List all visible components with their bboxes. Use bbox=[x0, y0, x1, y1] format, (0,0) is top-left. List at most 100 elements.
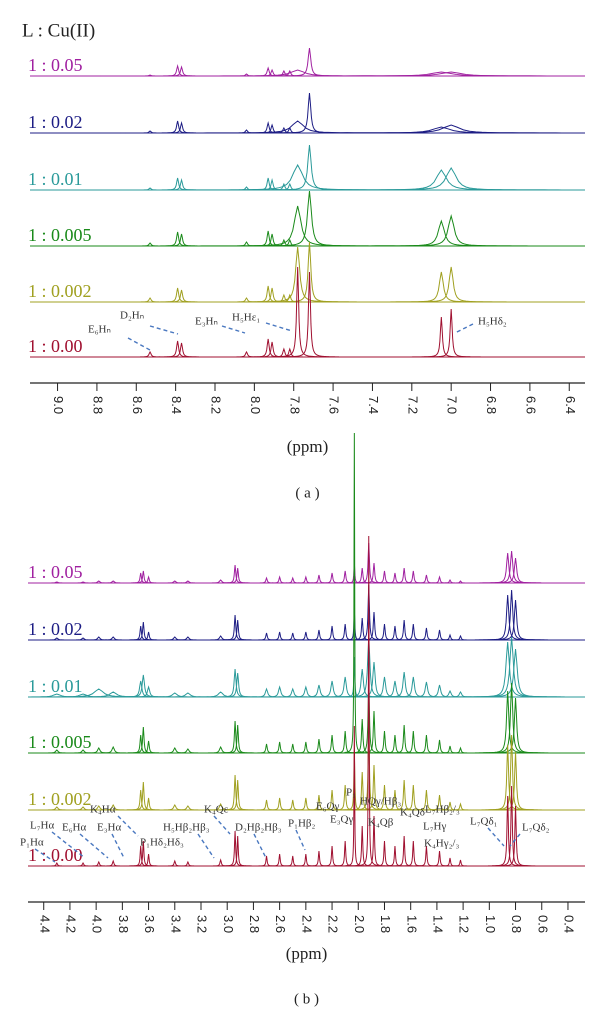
x-tick-label: 3.6 bbox=[142, 915, 157, 933]
series-label: 1 : 0.002 bbox=[28, 281, 92, 301]
annotation: P₁Hα bbox=[20, 837, 44, 849]
annotation: E₃Hₙ bbox=[195, 316, 218, 328]
x-tick-label: 6.6 bbox=[523, 396, 538, 414]
peak bbox=[440, 580, 481, 584]
peak bbox=[148, 177, 208, 191]
annotation: L₇Hα bbox=[30, 820, 54, 832]
peak bbox=[148, 231, 208, 247]
peak bbox=[152, 233, 212, 247]
peak bbox=[478, 589, 545, 641]
peak bbox=[433, 857, 467, 867]
peak bbox=[148, 287, 208, 303]
annotation: D₂Hβ₂Hβ₃ bbox=[235, 822, 282, 834]
annotation: E₃Qγ bbox=[330, 814, 353, 826]
peak bbox=[123, 621, 163, 641]
peak bbox=[482, 557, 549, 584]
x-tick-label: 1.6 bbox=[404, 915, 419, 933]
peak bbox=[201, 858, 241, 867]
peak bbox=[478, 550, 545, 584]
x-tick-label: 2.6 bbox=[273, 915, 288, 933]
annotation: L₇Qδ₂ bbox=[522, 822, 550, 834]
annotation-leader bbox=[265, 322, 293, 332]
annotation-leader bbox=[111, 833, 125, 859]
peak bbox=[268, 266, 328, 358]
peak bbox=[242, 341, 302, 358]
series-label: 1 : 0.005 bbox=[28, 732, 92, 752]
annotation: P₁Hδ₂Hδ₃ bbox=[140, 837, 184, 849]
annotation-leader bbox=[213, 815, 231, 835]
peak bbox=[417, 689, 483, 698]
peak bbox=[293, 169, 582, 191]
annotation-leader bbox=[454, 323, 474, 334]
peak bbox=[303, 167, 585, 191]
x-tick-label: 7.2 bbox=[405, 396, 420, 414]
x-tick-label: 2.8 bbox=[247, 915, 262, 933]
annotation: K₄Qε bbox=[204, 804, 229, 816]
peak bbox=[482, 697, 549, 754]
annotation: E₆Hα bbox=[62, 822, 86, 834]
peak bbox=[440, 746, 481, 754]
peak bbox=[375, 734, 415, 754]
peak bbox=[152, 342, 212, 358]
x-axis-label: (ppm) bbox=[287, 437, 329, 456]
peak bbox=[132, 853, 165, 867]
annotation: K₄Qβ bbox=[368, 817, 394, 829]
peak bbox=[393, 681, 460, 698]
panel-label: ( a ) bbox=[295, 485, 319, 501]
x-tick-label: 3.8 bbox=[116, 915, 131, 933]
peak bbox=[123, 570, 163, 584]
x-tick-label: 2.0 bbox=[352, 915, 367, 933]
annotation: K₄Hγ₂/₃ bbox=[424, 838, 459, 850]
peak bbox=[495, 805, 536, 867]
series-label: 1 : 0.02 bbox=[28, 112, 83, 132]
peak bbox=[79, 860, 119, 867]
x-tick-label: 9.0 bbox=[51, 396, 66, 414]
series-label: 1 : 0.05 bbox=[28, 562, 83, 582]
peak bbox=[148, 120, 208, 134]
x-tick-label: 1.0 bbox=[483, 915, 498, 933]
x-tick-label: 3.0 bbox=[221, 915, 236, 933]
annotation-leader bbox=[253, 833, 267, 859]
x-tick-label: 8.8 bbox=[90, 396, 105, 414]
peak bbox=[358, 535, 379, 866]
x-tick-label: 4.0 bbox=[90, 915, 105, 933]
peak bbox=[168, 860, 208, 867]
series-label: 1 : 0.05 bbox=[28, 55, 83, 75]
peak bbox=[466, 648, 565, 698]
peak bbox=[128, 631, 169, 641]
peak bbox=[411, 316, 471, 358]
annotation: E₆Qγ bbox=[316, 801, 339, 813]
peak bbox=[440, 802, 481, 811]
x-tick-label: 8.4 bbox=[169, 396, 184, 414]
x-tick-label: 3.4 bbox=[168, 915, 183, 933]
annotation: P₁Hβ₂ bbox=[288, 818, 315, 830]
annotation: HQγ/Hβ₃ bbox=[360, 796, 401, 808]
annotation-leader bbox=[295, 829, 306, 851]
series-label: 1 : 0.00 bbox=[28, 336, 83, 356]
x-tick-label: 4.2 bbox=[64, 915, 79, 933]
annotation-leader bbox=[197, 833, 215, 859]
annotation: H₅Hβ₂Hβ₃ bbox=[163, 822, 210, 834]
x-tick-label: 7.8 bbox=[287, 396, 302, 414]
peak bbox=[375, 572, 415, 584]
peak bbox=[128, 575, 169, 584]
peak bbox=[199, 205, 397, 247]
peak bbox=[489, 751, 542, 811]
peak bbox=[128, 740, 169, 754]
peak bbox=[128, 797, 169, 811]
annotation: K₄Hα bbox=[90, 804, 116, 816]
peak bbox=[250, 190, 369, 247]
peak bbox=[375, 625, 415, 641]
series-label: 1 : 0.005 bbox=[28, 225, 92, 245]
peak bbox=[458, 641, 557, 698]
peak bbox=[155, 748, 221, 754]
peak bbox=[155, 859, 195, 867]
series-label: 1 : 0.01 bbox=[28, 169, 83, 189]
annotation: P₁ bbox=[346, 787, 356, 799]
annotation-leader bbox=[117, 815, 139, 837]
peak bbox=[270, 241, 349, 303]
series-label: 1 : 0.002 bbox=[28, 789, 92, 809]
annotation-leader bbox=[487, 827, 505, 847]
series-label: 1 : 0.00 bbox=[28, 845, 83, 865]
